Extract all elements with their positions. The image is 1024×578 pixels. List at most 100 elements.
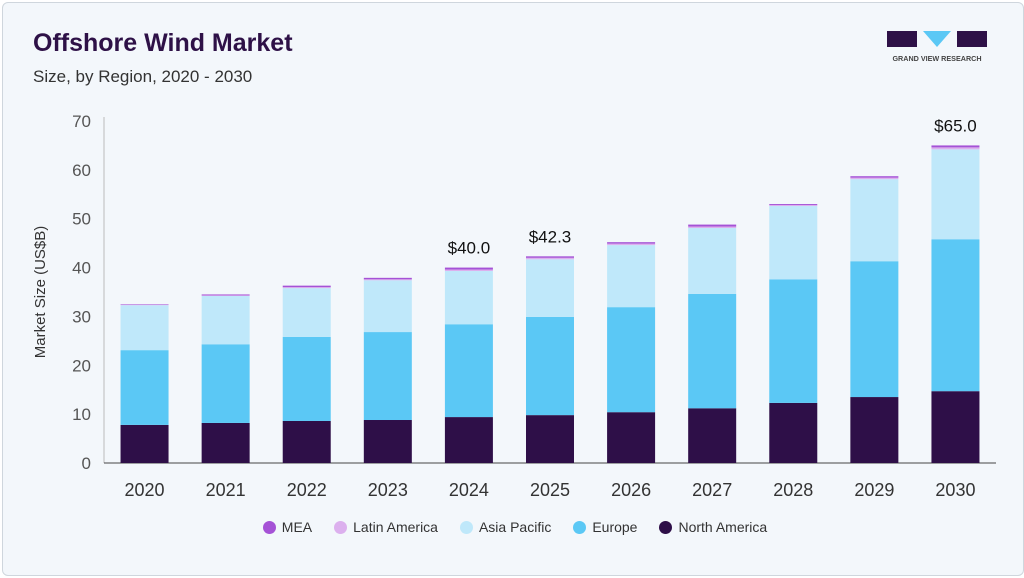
bar-segment-north-america <box>444 417 493 463</box>
bar-segment-latin-america <box>607 243 656 246</box>
svg-text:GRAND VIEW RESEARCH: GRAND VIEW RESEARCH <box>892 54 981 63</box>
legend-item: Asia Pacific <box>459 519 552 535</box>
bar-segment-europe <box>201 344 250 423</box>
bar-segment-mea <box>850 176 899 178</box>
chart-title: Offshore Wind Market <box>33 29 293 57</box>
bar-segment-latin-america <box>526 257 574 260</box>
legend-swatch <box>334 520 348 534</box>
bar-segment-asia-pacific <box>363 280 412 333</box>
y-tick-label: 30 <box>72 307 91 326</box>
bar-segment-mea <box>607 242 656 244</box>
x-tick-label: 2029 <box>854 480 894 500</box>
legend: MEA Latin America Asia Pacific Europe North … <box>3 519 1023 535</box>
bar-segment-latin-america <box>201 295 250 296</box>
bar-segment-north-america <box>607 412 656 463</box>
bar-segment-mea <box>120 304 169 305</box>
x-tick-label: 2022 <box>287 480 327 500</box>
y-tick-label: 10 <box>72 405 91 424</box>
bar-segment-north-america <box>688 408 737 463</box>
legend-label: Europe <box>592 519 638 535</box>
y-tick-label: 70 <box>72 112 91 131</box>
data-label: $42.3 <box>529 227 572 246</box>
grand-view-research-logo: GRAND VIEW RESEARCH <box>887 31 987 63</box>
bar-segment-mea <box>444 267 493 270</box>
bar-segment-latin-america <box>931 147 980 150</box>
bar-segment-europe <box>282 336 331 421</box>
legend-label: MEA <box>281 519 313 535</box>
x-tick-label: 2026 <box>611 480 651 500</box>
data-label: $40.0 <box>448 239 491 258</box>
x-tick-label: 2023 <box>368 480 408 500</box>
bar-segment-europe <box>688 293 737 409</box>
bar-segment-europe <box>120 350 169 425</box>
x-tick-label: 2024 <box>449 480 489 500</box>
legend-item: North America <box>659 519 767 535</box>
bar-segment-europe <box>607 307 656 413</box>
legend-item: Latin America <box>334 519 438 535</box>
x-tick-label: 2030 <box>935 480 975 500</box>
y-tick-label: 20 <box>72 356 91 375</box>
bar-segment-asia-pacific <box>931 149 980 240</box>
bar-segment-mea <box>201 294 250 296</box>
x-tick-label: 2020 <box>125 480 165 500</box>
bar-segment-asia-pacific <box>201 295 250 345</box>
bar-segment-mea <box>688 224 737 227</box>
y-tick-label: 50 <box>72 210 91 229</box>
bar-segment-asia-pacific <box>282 288 331 337</box>
bar-segment-europe <box>363 332 412 421</box>
bar-segment-latin-america <box>444 269 493 271</box>
bar-segment-north-america <box>363 420 412 463</box>
bar-segment-north-america <box>120 424 169 463</box>
bar-segment-asia-pacific <box>526 259 574 317</box>
bar-segment-asia-pacific <box>850 179 899 262</box>
bar-segment-latin-america <box>688 226 737 228</box>
bar-segment-mea <box>769 204 818 206</box>
x-tick-label: 2021 <box>206 480 246 500</box>
bar-segment-mea <box>931 145 980 148</box>
bar-segment-north-america <box>931 391 980 463</box>
bar-segment-latin-america <box>120 304 169 306</box>
bar-segment-europe <box>444 324 493 418</box>
legend-item: MEA <box>262 519 313 535</box>
bar-segment-mea <box>282 285 331 288</box>
bar-segment-asia-pacific <box>769 206 818 280</box>
bar-segment-asia-pacific <box>688 227 737 294</box>
legend-swatch <box>573 520 587 534</box>
bar-segment-europe <box>526 316 574 416</box>
bar-segment-latin-america <box>282 287 331 289</box>
bar-segment-europe <box>850 261 899 398</box>
bar-segment-mea <box>526 256 574 258</box>
y-tick-label: 60 <box>72 161 91 180</box>
bar-segment-asia-pacific <box>120 305 169 351</box>
bar-segment-latin-america <box>850 177 899 180</box>
data-label: $65.0 <box>934 116 977 135</box>
x-tick-label: 2025 <box>530 480 570 500</box>
bar-segment-mea <box>363 277 412 280</box>
x-tick-label: 2028 <box>773 480 813 500</box>
bar-segment-north-america <box>526 415 574 463</box>
y-tick-label: 0 <box>82 454 91 473</box>
bar-segment-asia-pacific <box>607 245 656 308</box>
bar-segment-asia-pacific <box>444 270 493 325</box>
bar-segment-europe <box>931 239 980 392</box>
legend-item: Europe <box>573 519 637 535</box>
bar-segment-north-america <box>769 402 818 463</box>
bar-segment-north-america <box>850 397 899 463</box>
bar-segment-north-america <box>201 422 250 463</box>
bar-segment-latin-america <box>769 205 818 207</box>
bar-segment-europe <box>769 279 818 403</box>
y-axis-label: Market Size (US$B) <box>32 226 49 359</box>
legend-swatch <box>459 520 473 534</box>
legend-swatch <box>659 520 673 534</box>
legend-label: Asia Pacific <box>478 519 552 535</box>
legend-label: North America <box>678 519 768 535</box>
x-tick-label: 2027 <box>692 480 732 500</box>
legend-label: Latin America <box>353 519 438 535</box>
chart-subtitle: Size, by Region, 2020 - 2030 <box>33 67 253 86</box>
bar-segment-latin-america <box>363 279 412 281</box>
y-tick-label: 40 <box>72 259 91 278</box>
legend-swatch <box>262 520 276 534</box>
bar-segment-north-america <box>282 420 331 463</box>
